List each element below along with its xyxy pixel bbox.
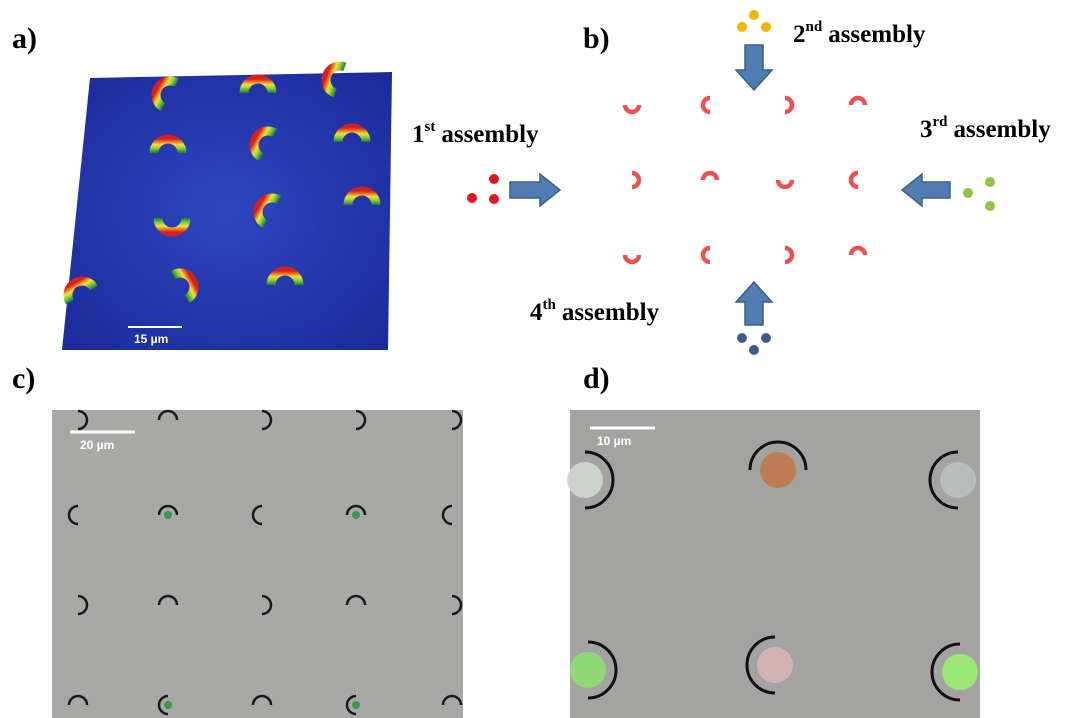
bead — [942, 654, 978, 690]
figure: a) b) c) d) 15 µm 1stassembly 2ndassembl… — [0, 0, 1079, 718]
panel-a-image — [62, 62, 392, 350]
panel-label: d) — [583, 362, 610, 395]
panel-d-image — [567, 410, 980, 718]
panel-b-diagram — [608, 75, 898, 280]
panel-label: b) — [583, 22, 610, 55]
scale-bar-label: 15 µm — [134, 332, 168, 346]
bead — [760, 452, 796, 488]
bead — [164, 701, 172, 709]
scale-bar-label: 20 µm — [80, 438, 114, 452]
bead — [567, 462, 603, 498]
bead — [940, 462, 976, 498]
panel-label: c) — [12, 362, 35, 395]
bead — [570, 652, 606, 688]
bead — [352, 701, 360, 709]
bead — [352, 511, 360, 519]
bead — [757, 647, 793, 683]
scale-bar-label: 10 µm — [597, 434, 631, 448]
bead — [164, 511, 172, 519]
panel-label: a) — [12, 22, 37, 55]
panel-c-image — [52, 410, 463, 718]
